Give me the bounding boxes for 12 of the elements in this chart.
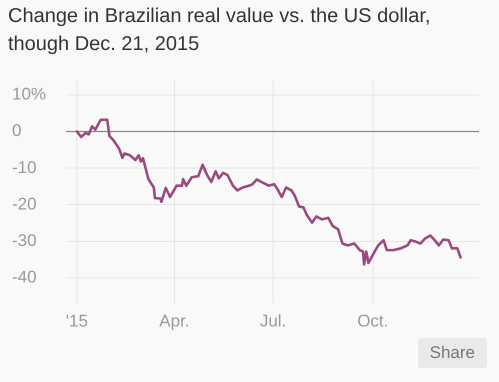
chart-title: Change in Brazilian real value vs. the US dollar, though Dec. 21, 2015 [8, 4, 432, 57]
y-tick-label: 10% [12, 84, 46, 104]
y-tick-label: 0 [12, 121, 22, 140]
y-tick-label: -10 [12, 158, 37, 177]
y-tick-label: -40 [12, 268, 37, 287]
x-tick-label: Jul. [260, 311, 286, 330]
x-tick-label: Oct. [357, 311, 388, 330]
x-tick-label: Apr. [159, 311, 190, 330]
share-button: Share [418, 338, 487, 368]
y-tick-label: -30 [12, 231, 37, 250]
x-tick-label: '15 [66, 311, 88, 330]
y-tick-label: -20 [12, 194, 37, 214]
